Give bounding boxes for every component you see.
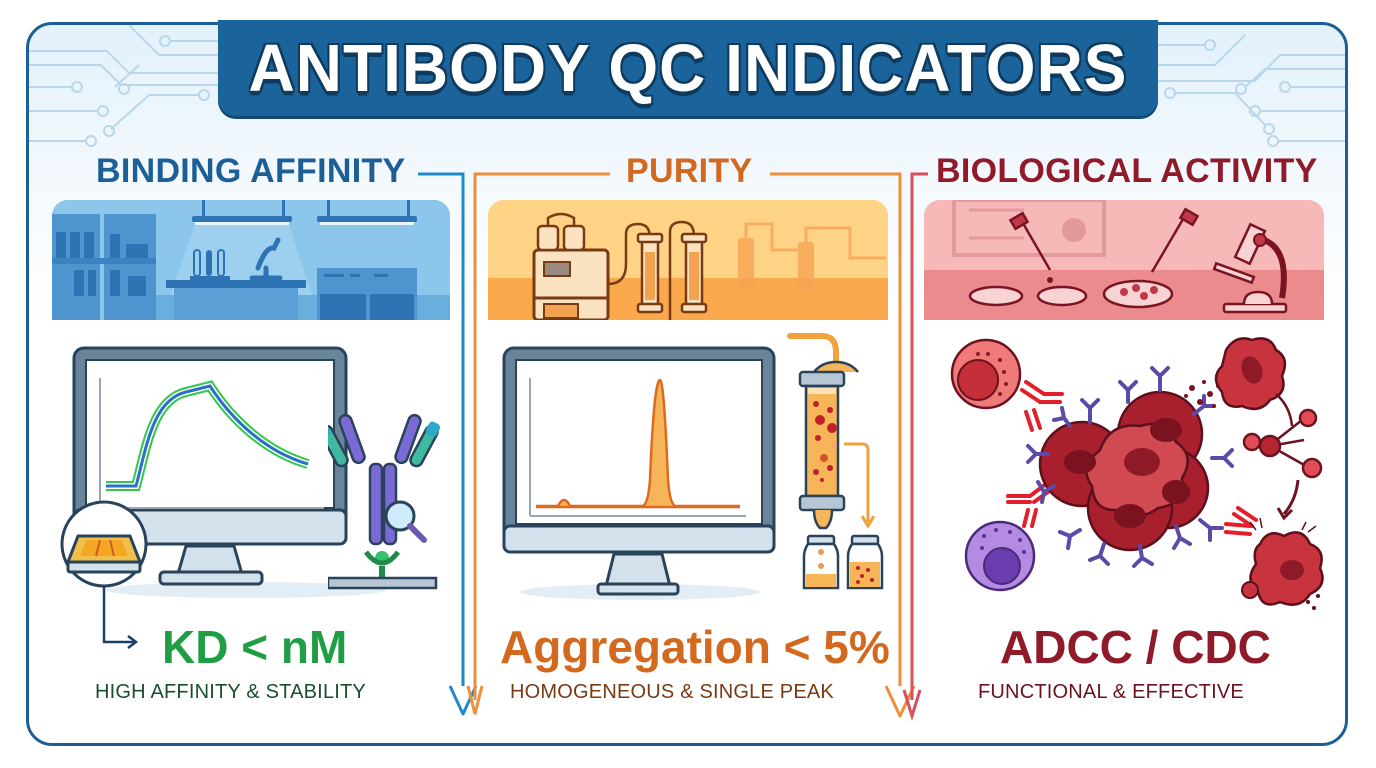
section-title-biological-activity: BIOLOGICAL ACTIVITY	[936, 152, 1318, 190]
purity-metric: Aggregation < 5%	[500, 621, 890, 673]
section-title-purity: PURITY	[626, 152, 753, 190]
biological-activity-subtitle: FUNCTIONAL & EFFECTIVE	[978, 681, 1244, 703]
lab-bench-scene-icon	[52, 200, 450, 320]
binding-affinity-subtitle: HIGH AFFINITY & STABILITY	[95, 681, 366, 703]
chromatogram-monitor-icon	[502, 346, 776, 600]
circuit-pattern-right-icon	[1155, 34, 1345, 147]
circuit-pattern-left-icon	[29, 25, 219, 147]
title-banner: ANTIBODY QC INDICATORS	[218, 20, 1158, 116]
purity-subtitle: HOMOGENEOUS & SINGLE PEAK	[510, 681, 834, 703]
antibody-magnifier-icon	[328, 413, 441, 590]
sensor-chip-icon	[60, 500, 148, 649]
effector-cell-macrophage-icon	[964, 520, 1036, 592]
section-title-binding-affinity: BINDING AFFINITY	[96, 152, 406, 190]
bioassay-bench-icon	[924, 200, 1324, 320]
biological-activity-metric: ADCC / CDC	[1000, 621, 1271, 673]
chromatography-column-icon	[787, 333, 884, 590]
hplc-system-icon	[488, 200, 888, 320]
page-title: ANTIBODY QC INDICATORS	[248, 30, 1128, 106]
adcc-cdc-cell-illustration-icon	[950, 337, 1324, 610]
binding-affinity-metric: KD < nM	[162, 621, 348, 673]
effector-cell-nk-icon	[950, 338, 1022, 410]
